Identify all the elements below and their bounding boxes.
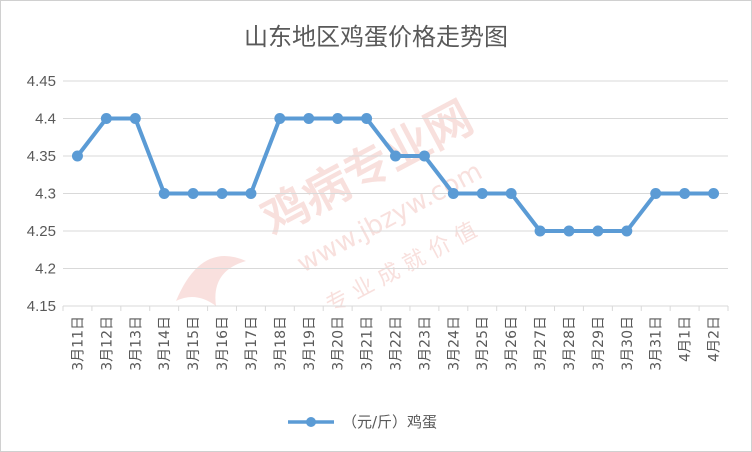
x-tick-label: 3月17日 [244, 316, 260, 371]
x-tick-label: 3月28日 [562, 316, 578, 371]
y-tick-label: 4.35 [27, 148, 56, 165]
x-axis-ticks: 3月11日 3月12日 3月13日 3月14日 3月15日 3月16日 3月17日 3月18日… [62, 306, 729, 371]
y-axis-ticks: 4.15 4.2 4.25 4.3 4.35 4.4 4.45 [27, 73, 56, 315]
x-tick-label: 3月24日 [446, 316, 462, 371]
data-point [245, 188, 257, 199]
data-point [708, 188, 720, 199]
x-tick-label: 3月23日 [417, 316, 433, 371]
x-tick-label: 3月16日 [215, 316, 231, 371]
data-point [534, 225, 546, 237]
x-tick-label: 3月21日 [360, 316, 376, 371]
x-tick-label: 3月22日 [389, 316, 405, 371]
data-point [621, 225, 633, 237]
x-tick-label: 3月15日 [186, 316, 202, 371]
x-tick-label: 3月26日 [504, 316, 520, 371]
y-tick-label: 4.2 [35, 261, 56, 278]
data-point [100, 113, 112, 124]
x-tick-label: 3月19日 [302, 316, 318, 371]
data-point [332, 113, 344, 124]
watermark-logo [176, 256, 246, 306]
x-tick-label: 3月13日 [128, 316, 144, 371]
x-tick-label: 3月14日 [157, 316, 173, 371]
y-tick-label: 4.15 [27, 298, 56, 315]
legend-marker [306, 417, 316, 427]
data-point [71, 150, 83, 162]
data-point [187, 188, 199, 199]
data-point [679, 188, 691, 199]
x-tick-label: 3月20日 [331, 316, 347, 371]
data-point [158, 188, 170, 199]
data-point [361, 113, 373, 124]
x-tick-label: 3月29日 [591, 316, 607, 371]
data-point [476, 188, 488, 199]
x-tick-label: 3月30日 [620, 316, 636, 371]
data-point [505, 188, 517, 199]
x-tick-label: 3月12日 [99, 316, 115, 371]
y-tick-label: 4.45 [27, 73, 56, 90]
x-tick-label: 4月2日 [707, 316, 723, 362]
data-point [447, 188, 459, 199]
x-tick-label: 4月1日 [678, 316, 694, 362]
data-point [418, 150, 430, 162]
data-point [216, 188, 228, 199]
data-point [390, 150, 401, 162]
y-tick-label: 4.3 [35, 186, 56, 203]
x-tick-label: 3月31日 [649, 316, 665, 371]
data-point [650, 188, 662, 199]
data-point [563, 225, 575, 237]
y-tick-label: 4.25 [27, 223, 56, 240]
x-tick-label: 3月11日 [70, 316, 86, 371]
data-point [303, 113, 315, 124]
data-point [129, 113, 141, 124]
x-tick-label: 3月18日 [273, 316, 289, 371]
data-point [274, 113, 286, 124]
legend-label: （元/斤）鸡蛋 [342, 413, 437, 431]
series-layer [71, 113, 720, 237]
x-tick-label: 3月27日 [533, 316, 549, 371]
chart-title: 山东地区鸡蛋价格走势图 [244, 23, 508, 51]
watermark: 鸡病专业网 www.jbzyw.com 专 业 成 就 价 值 [176, 90, 487, 318]
x-tick-label: 3月25日 [475, 316, 491, 371]
legend: （元/斤）鸡蛋 [288, 413, 437, 431]
data-point [592, 225, 604, 237]
y-tick-label: 4.4 [35, 111, 56, 128]
